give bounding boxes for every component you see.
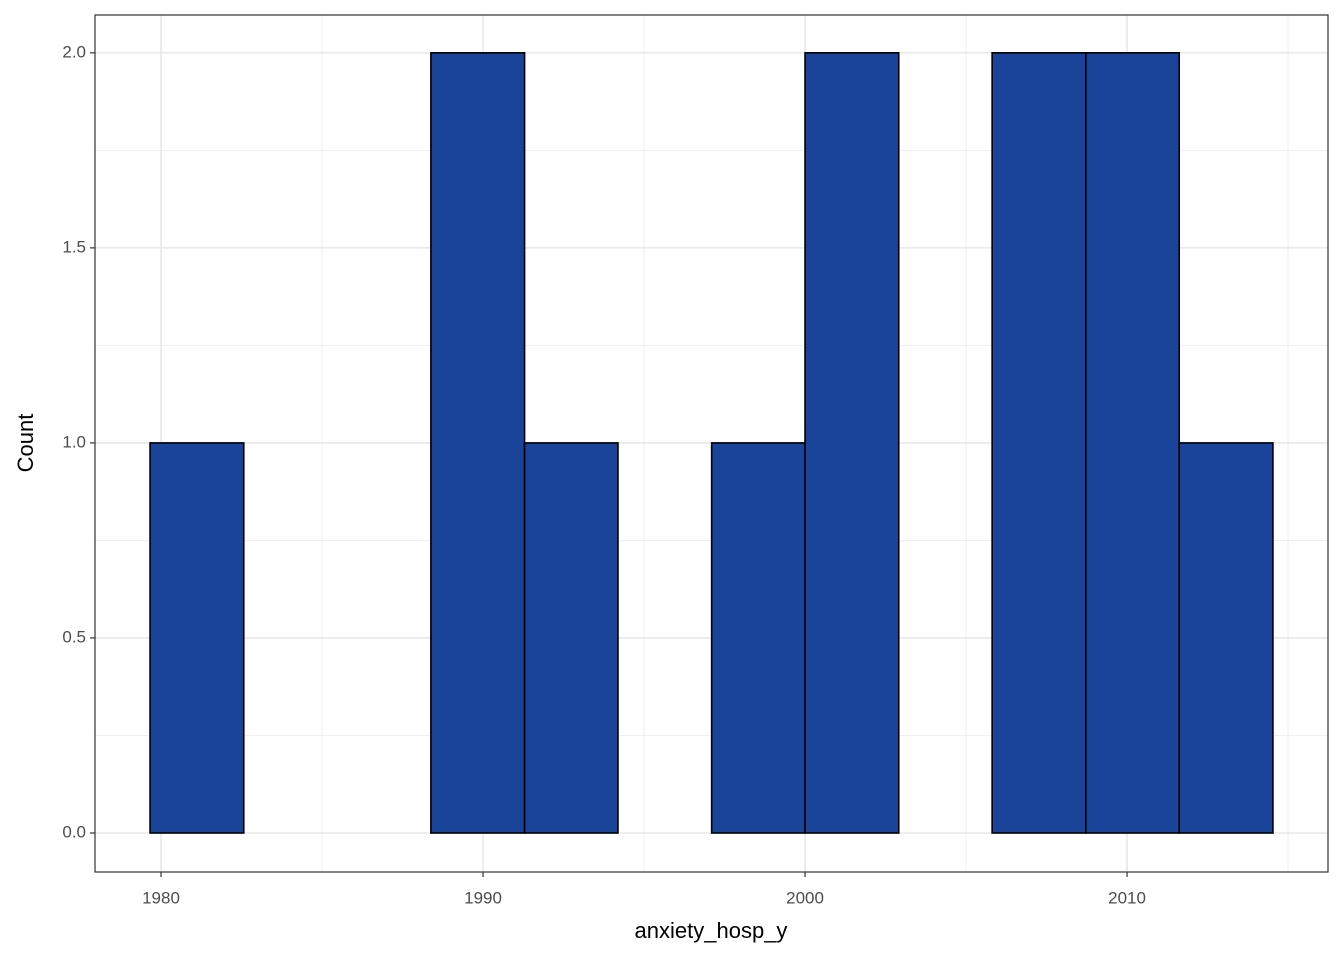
y-axis-title: Count <box>13 414 38 473</box>
x-tick-label: 2010 <box>1108 888 1146 907</box>
y-tick-label: 1.5 <box>62 237 86 256</box>
x-tick-label: 1980 <box>142 888 180 907</box>
bar <box>804 52 900 834</box>
x-axis-title: anxiety_hosp_y <box>635 918 788 943</box>
bars <box>149 52 1274 834</box>
x-tick-label: 1990 <box>464 888 502 907</box>
bar <box>430 52 526 834</box>
y-tick-label: 1.0 <box>62 432 86 451</box>
bar <box>710 442 806 834</box>
bar <box>991 52 1087 834</box>
y-tick-label: 0.5 <box>62 627 86 646</box>
y-tick-label: 0.0 <box>62 822 86 841</box>
bar <box>523 442 619 834</box>
bar <box>1085 52 1181 834</box>
bar <box>1178 442 1274 834</box>
y-tick-label: 2.0 <box>62 42 86 61</box>
x-tick-label: 2000 <box>786 888 824 907</box>
bar <box>149 442 245 834</box>
